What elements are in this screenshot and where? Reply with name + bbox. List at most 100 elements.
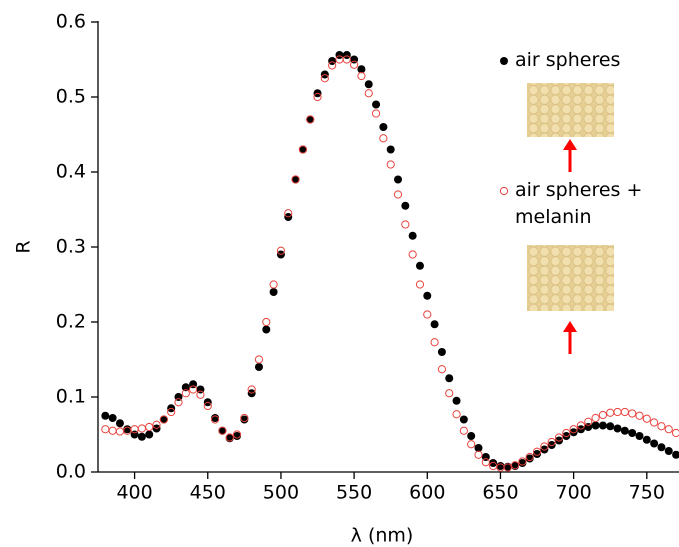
point bbox=[371, 109, 381, 118]
point bbox=[394, 175, 403, 184]
point bbox=[452, 396, 461, 405]
point bbox=[145, 422, 154, 432]
point bbox=[386, 160, 395, 169]
point bbox=[459, 426, 468, 435]
point bbox=[591, 421, 600, 430]
point bbox=[635, 411, 644, 420]
point bbox=[101, 425, 110, 434]
y-tick-label: 0.3 bbox=[56, 236, 86, 258]
point bbox=[247, 385, 256, 394]
legend-marker bbox=[500, 57, 508, 65]
point bbox=[540, 445, 549, 454]
point bbox=[489, 459, 498, 467]
legend-marker bbox=[499, 186, 509, 196]
point bbox=[423, 291, 432, 300]
point bbox=[401, 220, 410, 229]
point bbox=[415, 261, 424, 270]
x-tick-label: 550 bbox=[336, 482, 372, 504]
point bbox=[650, 439, 659, 448]
point bbox=[452, 410, 461, 419]
point bbox=[598, 421, 607, 430]
point bbox=[620, 426, 629, 435]
point bbox=[401, 201, 410, 210]
point bbox=[642, 435, 651, 444]
point bbox=[181, 383, 190, 392]
point bbox=[350, 60, 359, 69]
point bbox=[137, 424, 147, 433]
y-tick-label: 0.1 bbox=[56, 386, 86, 408]
x-tick-label: 650 bbox=[482, 482, 518, 504]
point bbox=[467, 440, 476, 449]
x-tick-label: 750 bbox=[629, 482, 665, 504]
point bbox=[225, 433, 234, 442]
point bbox=[554, 436, 563, 445]
point bbox=[445, 374, 454, 383]
point bbox=[525, 452, 534, 462]
point bbox=[357, 71, 366, 81]
y-tick-label: 0.0 bbox=[56, 461, 86, 483]
arrow-head bbox=[563, 321, 577, 332]
point bbox=[379, 123, 388, 131]
point bbox=[196, 390, 205, 399]
point bbox=[159, 415, 168, 424]
point bbox=[284, 209, 293, 218]
point bbox=[152, 420, 161, 429]
point bbox=[115, 427, 125, 436]
point bbox=[642, 414, 651, 423]
point bbox=[372, 100, 381, 109]
point bbox=[510, 461, 520, 470]
point bbox=[562, 432, 571, 440]
point bbox=[628, 429, 637, 437]
y-axis-label: R bbox=[13, 240, 35, 253]
point bbox=[569, 428, 578, 437]
point bbox=[562, 428, 571, 438]
point bbox=[532, 447, 542, 456]
point bbox=[364, 80, 373, 89]
point bbox=[554, 433, 564, 442]
point bbox=[379, 134, 388, 143]
point bbox=[423, 310, 432, 319]
point bbox=[357, 65, 366, 74]
point bbox=[320, 74, 329, 83]
point bbox=[547, 437, 556, 447]
point bbox=[240, 413, 249, 423]
point bbox=[657, 443, 666, 452]
point bbox=[445, 389, 454, 398]
point bbox=[459, 415, 468, 424]
point bbox=[664, 447, 673, 455]
point bbox=[137, 432, 146, 441]
point bbox=[262, 325, 271, 334]
point bbox=[269, 280, 278, 289]
point bbox=[313, 92, 322, 102]
point bbox=[533, 450, 542, 458]
arrow-head bbox=[563, 139, 577, 150]
point bbox=[635, 432, 644, 440]
inset-illustrations bbox=[527, 83, 614, 354]
point bbox=[145, 430, 154, 439]
point bbox=[430, 338, 439, 347]
point bbox=[232, 430, 242, 439]
point bbox=[664, 425, 673, 434]
point bbox=[210, 415, 220, 424]
point bbox=[415, 280, 425, 289]
legend-entry: air spheres + melanin bbox=[515, 179, 643, 228]
point bbox=[503, 463, 512, 472]
point bbox=[364, 89, 373, 98]
point bbox=[167, 407, 176, 417]
point bbox=[620, 407, 629, 417]
point bbox=[342, 51, 351, 59]
point bbox=[108, 414, 117, 422]
point bbox=[606, 408, 615, 417]
point bbox=[342, 55, 351, 64]
point bbox=[218, 426, 227, 435]
point bbox=[269, 288, 278, 296]
point bbox=[181, 389, 190, 398]
x-tick-label: 500 bbox=[263, 482, 299, 504]
point bbox=[547, 441, 556, 449]
point bbox=[328, 61, 337, 70]
point bbox=[101, 411, 110, 420]
point bbox=[115, 419, 124, 428]
point bbox=[430, 320, 439, 329]
point bbox=[584, 417, 593, 426]
point bbox=[254, 355, 264, 364]
